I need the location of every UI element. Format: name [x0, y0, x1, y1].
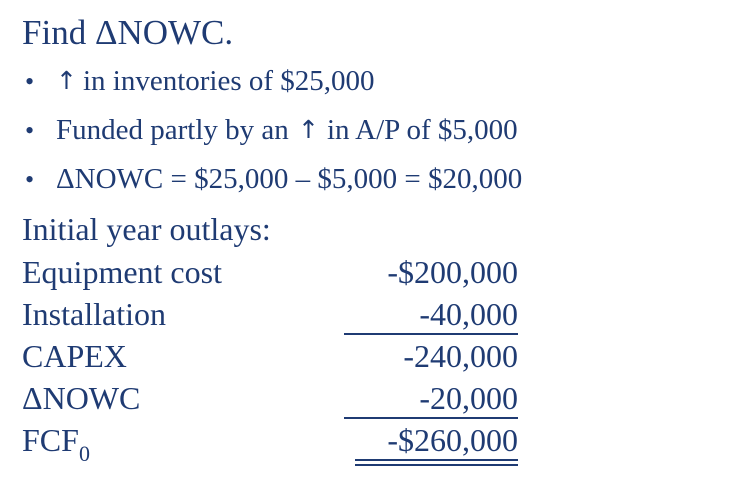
outlay-label: FCF0 — [22, 422, 90, 465]
bullet-text: in inventories of $25,000 — [82, 65, 375, 97]
bullet-list: • ↑ in inventories of $25,000 • Funded pa… — [22, 65, 523, 213]
outlays-heading: Initial year outlays: — [22, 211, 271, 247]
fcf-label-main: FCF — [22, 422, 79, 458]
double-underline-bottom — [355, 464, 518, 466]
up-arrow-icon: ↑ — [298, 115, 319, 144]
outlay-label: CAPEX — [22, 338, 127, 374]
outlay-value: -20,000 — [419, 380, 518, 416]
single-underline — [344, 333, 518, 335]
bullet-text-before: Funded partly by an — [56, 114, 289, 146]
up-arrow-icon: ↑ — [56, 66, 77, 95]
slide-title: Find ΔNOWC. — [22, 13, 234, 52]
bullet-item-inventories: • ↑ in inventories of $25,000 — [22, 65, 522, 115]
bullet-dot: • — [25, 67, 35, 96]
double-underline-top — [355, 459, 518, 461]
bullet-dot: • — [25, 165, 35, 194]
outlay-label: Equipment cost — [22, 254, 222, 290]
outlay-value: -$200,000 — [387, 254, 518, 290]
outlay-value: -40,000 — [419, 296, 518, 332]
fcf-label-subscript: 0 — [78, 441, 90, 466]
outlay-label: ΔNOWC — [22, 380, 141, 416]
bullet-item-nowc-calc: • ΔNOWC = $25,000 – $5,000 = $20,000 — [22, 163, 523, 213]
outlay-value: -$260,000 — [387, 422, 518, 458]
bullet-dot: • — [25, 116, 35, 145]
single-underline — [344, 417, 518, 419]
outlay-label: Installation — [22, 296, 166, 332]
bullet-text-after: in A/P of $5,000 — [326, 114, 518, 146]
bullet-text: ΔNOWC = $25,000 – $5,000 = $20,000 — [56, 163, 523, 195]
outlay-value: -240,000 — [403, 338, 518, 374]
bullet-item-funding: • Funded partly by an ↑ in A/P of $5,000 — [22, 114, 522, 164]
